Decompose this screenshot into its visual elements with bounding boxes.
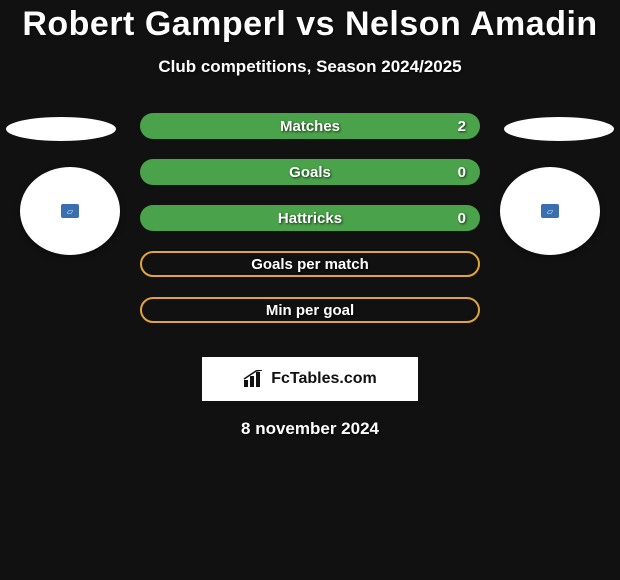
player-avatar-right: ▱ bbox=[500, 167, 600, 255]
branding-text: FcTables.com bbox=[271, 370, 377, 388]
stat-value: 2 bbox=[458, 113, 466, 139]
chart-icon bbox=[243, 370, 265, 388]
subtitle: Club competitions, Season 2024/2025 bbox=[0, 57, 620, 77]
date-label: 8 november 2024 bbox=[0, 419, 620, 439]
stat-value: 0 bbox=[458, 159, 466, 185]
stat-bar: Matches2 bbox=[140, 113, 480, 139]
ellipse-right bbox=[504, 117, 614, 141]
player-avatar-left: ▱ bbox=[20, 167, 120, 255]
stat-bar: Hattricks0 bbox=[140, 205, 480, 231]
stat-value: 0 bbox=[458, 205, 466, 231]
stat-label: Matches bbox=[140, 113, 480, 139]
stat-bars: Matches2Goals0Hattricks0Goals per matchM… bbox=[140, 113, 480, 343]
stat-label: Goals bbox=[140, 159, 480, 185]
flag-icon: ▱ bbox=[541, 204, 559, 218]
stat-bar: Goals0 bbox=[140, 159, 480, 185]
stat-label: Goals per match bbox=[142, 253, 478, 275]
flag-icon: ▱ bbox=[61, 204, 79, 218]
stat-label: Min per goal bbox=[142, 299, 478, 321]
branding-badge: FcTables.com bbox=[202, 357, 418, 401]
stat-bar: Min per goal bbox=[140, 297, 480, 323]
stat-label: Hattricks bbox=[140, 205, 480, 231]
stat-bar: Goals per match bbox=[140, 251, 480, 277]
comparison-stage: ▱ ▱ Matches2Goals0Hattricks0Goals per ma… bbox=[0, 113, 620, 343]
page-title: Robert Gamperl vs Nelson Amadin bbox=[0, 0, 620, 43]
ellipse-left bbox=[6, 117, 116, 141]
